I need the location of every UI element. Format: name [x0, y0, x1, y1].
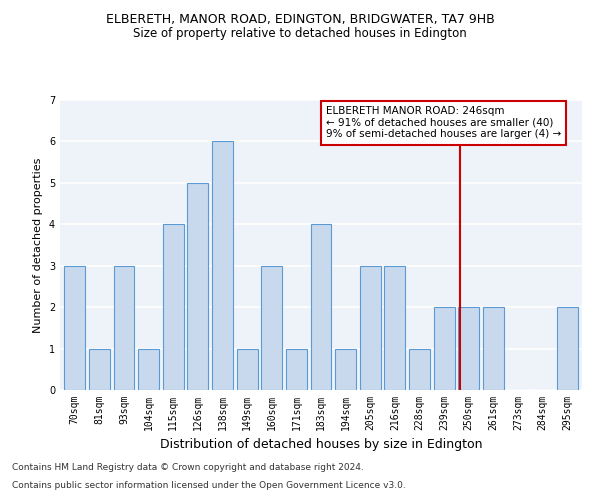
Bar [187, 183, 208, 390]
Bar [335, 348, 356, 390]
Text: Contains public sector information licensed under the Open Government Licence v3: Contains public sector information licen… [12, 481, 406, 490]
Text: Size of property relative to detached houses in Edington: Size of property relative to detached ho… [133, 28, 467, 40]
Bar [385, 266, 406, 390]
Text: ELBERETH MANOR ROAD: 246sqm
← 91% of detached houses are smaller (40)
9% of semi: ELBERETH MANOR ROAD: 246sqm ← 91% of det… [326, 106, 561, 140]
Bar [458, 307, 479, 390]
Bar [557, 307, 578, 390]
Bar [163, 224, 184, 390]
Bar [138, 348, 159, 390]
Text: Contains HM Land Registry data © Crown copyright and database right 2024.: Contains HM Land Registry data © Crown c… [12, 464, 364, 472]
Bar [236, 348, 257, 390]
Bar [409, 348, 430, 390]
Y-axis label: Number of detached properties: Number of detached properties [34, 158, 43, 332]
Bar [64, 266, 85, 390]
Bar [286, 348, 307, 390]
Bar [89, 348, 110, 390]
X-axis label: Distribution of detached houses by size in Edington: Distribution of detached houses by size … [160, 438, 482, 452]
Bar [360, 266, 381, 390]
Bar [483, 307, 504, 390]
Text: ELBERETH, MANOR ROAD, EDINGTON, BRIDGWATER, TA7 9HB: ELBERETH, MANOR ROAD, EDINGTON, BRIDGWAT… [106, 12, 494, 26]
Bar [113, 266, 134, 390]
Bar [212, 142, 233, 390]
Bar [434, 307, 455, 390]
Bar [261, 266, 282, 390]
Bar [311, 224, 331, 390]
